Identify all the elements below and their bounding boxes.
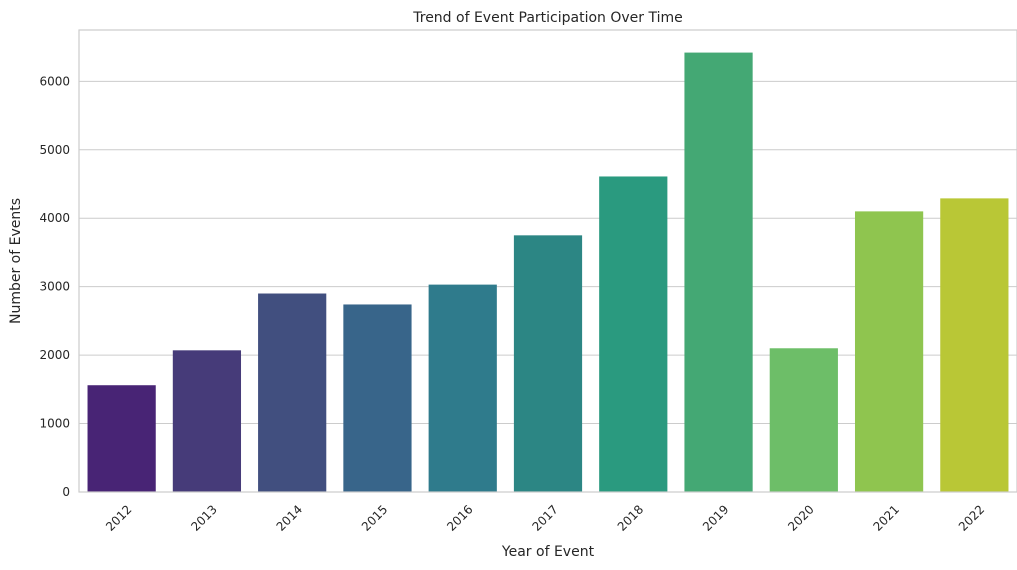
y-tick-label: 4000 (39, 211, 70, 225)
bar-2014 (258, 293, 327, 492)
x-tick-label: 2016 (444, 502, 475, 533)
y-tick-label: 3000 (39, 280, 70, 294)
bar-2019 (684, 52, 753, 492)
y-tick-label: 1000 (39, 417, 70, 431)
x-axis-label: Year of Event (501, 544, 595, 560)
x-tick-label: 2018 (615, 502, 646, 533)
bar-2018 (599, 176, 668, 492)
x-tick-label: 2017 (529, 502, 560, 533)
bars (87, 52, 1009, 493)
x-tick-label: 2021 (871, 502, 902, 533)
y-tick-label: 6000 (39, 74, 70, 88)
y-ticks: 0 1000 2000 3000 4000 5000 6000 (39, 74, 70, 499)
bar-2021 (854, 211, 924, 492)
bar-2020 (769, 348, 838, 492)
bar-2012 (87, 385, 156, 492)
x-tick-label: 2014 (274, 502, 305, 533)
bar-2013 (172, 350, 242, 492)
x-tick-label: 2020 (785, 502, 816, 533)
x-tick-label: 2019 (700, 502, 731, 533)
bar-2015 (343, 304, 412, 492)
chart-title: Trend of Event Participation Over Time (412, 10, 683, 26)
y-tick-label: 2000 (39, 348, 70, 362)
y-tick-label: 0 (62, 485, 70, 499)
x-tick-label: 2022 (956, 502, 987, 533)
bar-2017 (513, 235, 583, 493)
plot-frame (78, 29, 1017, 493)
bar-2022 (940, 198, 1009, 492)
y-axis-label: Number of Events (8, 198, 24, 324)
x-tick-label: 2012 (103, 502, 134, 533)
x-ticks: 2012 2013 2014 2015 2016 2017 2018 2019 2020 2021… (103, 502, 987, 533)
x-tick-label: 2013 (188, 502, 219, 533)
bar-2016 (428, 284, 497, 492)
y-tick-label: 5000 (39, 143, 70, 157)
x-tick-label: 2015 (359, 502, 390, 533)
